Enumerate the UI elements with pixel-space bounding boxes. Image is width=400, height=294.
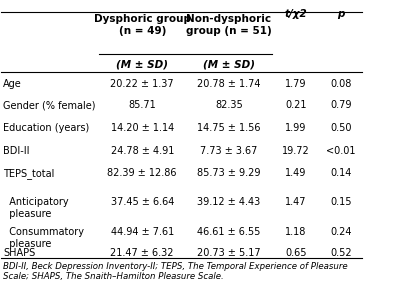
Text: 14.20 ± 1.14: 14.20 ± 1.14 — [110, 123, 174, 133]
Text: 14.75 ± 1.56: 14.75 ± 1.56 — [197, 123, 260, 133]
Text: BDI-II, Beck Depression Inventory-II; TEPS, The Temporal Experience of Pleasure
: BDI-II, Beck Depression Inventory-II; TE… — [3, 262, 348, 281]
Text: 0.65: 0.65 — [285, 248, 306, 258]
Text: 0.52: 0.52 — [330, 248, 352, 258]
Text: 85.73 ± 9.29: 85.73 ± 9.29 — [197, 168, 260, 178]
Text: 20.22 ± 1.37: 20.22 ± 1.37 — [110, 78, 174, 88]
Text: 7.73 ± 3.67: 7.73 ± 3.67 — [200, 146, 258, 156]
Text: 21.47 ± 6.32: 21.47 ± 6.32 — [110, 248, 174, 258]
Text: 0.21: 0.21 — [285, 101, 306, 111]
Text: BDI-II: BDI-II — [3, 146, 30, 156]
Text: 0.15: 0.15 — [330, 197, 352, 207]
Text: Education (years): Education (years) — [3, 123, 90, 133]
Text: <0.01: <0.01 — [326, 146, 356, 156]
Text: 1.18: 1.18 — [285, 227, 306, 237]
Text: (M ± SD): (M ± SD) — [203, 60, 255, 70]
Text: SHAPS: SHAPS — [3, 248, 36, 258]
Text: 82.35: 82.35 — [215, 101, 243, 111]
Text: t/χ2: t/χ2 — [284, 9, 307, 19]
Text: 1.79: 1.79 — [285, 78, 306, 88]
Text: 0.24: 0.24 — [330, 227, 352, 237]
Text: Consummatory
  pleasure: Consummatory pleasure — [3, 227, 84, 249]
Text: 1.47: 1.47 — [285, 197, 306, 207]
Text: 82.39 ± 12.86: 82.39 ± 12.86 — [108, 168, 177, 178]
Text: 1.49: 1.49 — [285, 168, 306, 178]
Text: Age: Age — [3, 78, 22, 88]
Text: 46.61 ± 6.55: 46.61 ± 6.55 — [197, 227, 260, 237]
Text: 0.08: 0.08 — [330, 78, 352, 88]
Text: 20.78 ± 1.74: 20.78 ± 1.74 — [197, 78, 260, 88]
Text: 85.71: 85.71 — [128, 101, 156, 111]
Text: TEPS_total: TEPS_total — [3, 168, 54, 179]
Text: 0.14: 0.14 — [330, 168, 352, 178]
Text: 19.72: 19.72 — [282, 146, 310, 156]
Text: 1.99: 1.99 — [285, 123, 306, 133]
Text: 39.12 ± 4.43: 39.12 ± 4.43 — [197, 197, 260, 207]
Text: 24.78 ± 4.91: 24.78 ± 4.91 — [110, 146, 174, 156]
Text: 0.50: 0.50 — [330, 123, 352, 133]
Text: p: p — [337, 9, 344, 19]
Text: Anticipatory
  pleasure: Anticipatory pleasure — [3, 197, 69, 219]
Text: Non-dysphoric
group (n = 51): Non-dysphoric group (n = 51) — [186, 14, 272, 36]
Text: (M ± SD): (M ± SD) — [116, 60, 168, 70]
Text: 37.45 ± 6.64: 37.45 ± 6.64 — [110, 197, 174, 207]
Text: 44.94 ± 7.61: 44.94 ± 7.61 — [110, 227, 174, 237]
Text: Dysphoric group
(n = 49): Dysphoric group (n = 49) — [94, 14, 191, 36]
Text: 0.79: 0.79 — [330, 101, 352, 111]
Text: Gender (% female): Gender (% female) — [3, 101, 96, 111]
Text: 20.73 ± 5.17: 20.73 ± 5.17 — [197, 248, 261, 258]
